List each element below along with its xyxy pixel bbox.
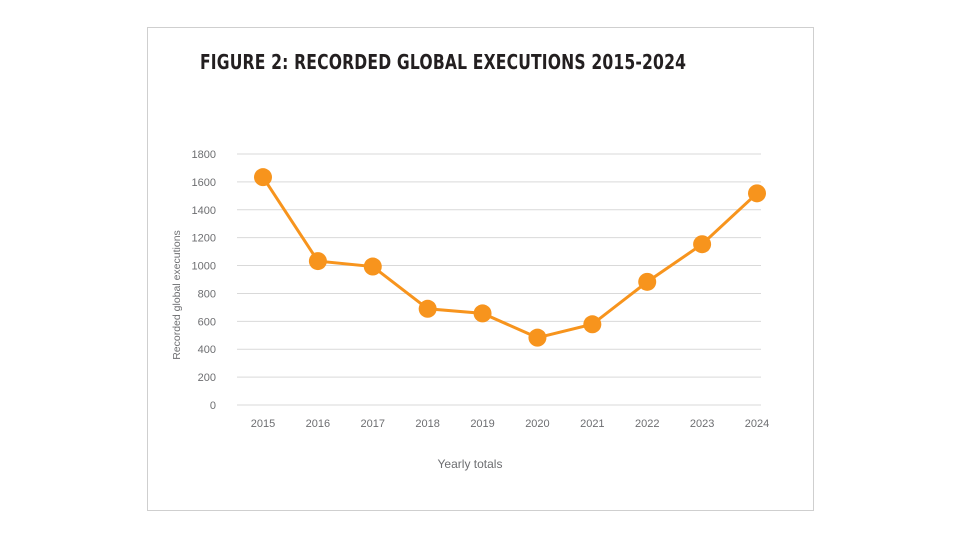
chart-title: FIGURE 2: RECORDED GLOBAL EXECUTIONS 201… [200, 50, 687, 74]
data-point-2023 [693, 235, 712, 254]
data-point-2020 [528, 328, 547, 347]
data-point-2024 [748, 184, 766, 203]
y-tick-label: 400 [198, 344, 216, 356]
x-tick-label: 2015 [251, 418, 275, 430]
x-tick-label: 2016 [306, 418, 330, 430]
data-point-2016 [308, 252, 327, 271]
y-tick-label: 800 [198, 288, 216, 300]
x-tick-label: 2020 [525, 418, 549, 430]
y-tick-label: 1600 [192, 177, 216, 189]
y-tick-label: 1000 [192, 261, 216, 273]
data-point-2021 [583, 315, 602, 334]
data-point-2022 [638, 272, 657, 291]
x-tick-label: 2018 [415, 418, 439, 430]
y-axis-label: Recorded global executions [171, 230, 183, 360]
data-point-2019 [473, 304, 492, 323]
x-tick-label: 2022 [635, 418, 659, 430]
y-tick-label: 1200 [192, 233, 216, 245]
x-tick-label: 2024 [745, 418, 769, 430]
x-tick-label: 2023 [690, 418, 714, 430]
x-tick-label: 2021 [580, 418, 604, 430]
y-tick-label: 600 [198, 316, 216, 328]
x-axis-label: Yearly totals [438, 457, 503, 471]
y-tick-label: 1400 [192, 205, 216, 217]
y-tick-label: 1800 [192, 149, 216, 161]
y-tick-label: 200 [198, 372, 216, 384]
data-point-2017 [363, 257, 382, 276]
series-line [261, 176, 759, 340]
y-tick-label: 0 [210, 400, 216, 412]
data-point-2015 [254, 168, 272, 187]
x-tick-label: 2019 [470, 418, 494, 430]
chart-frame [147, 27, 814, 511]
x-tick-label: 2017 [361, 418, 385, 430]
data-point-2018 [418, 299, 437, 318]
